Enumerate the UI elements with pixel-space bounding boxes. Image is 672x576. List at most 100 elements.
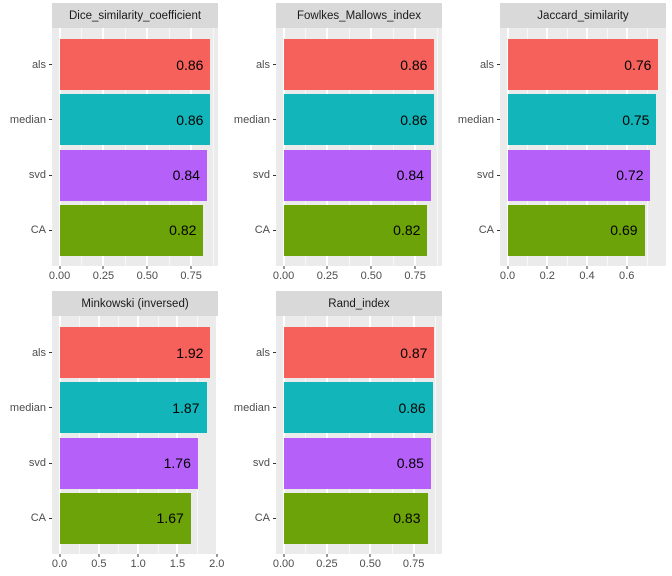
gridline-minor bbox=[79, 316, 81, 554]
gridline-major bbox=[412, 316, 415, 554]
y-label-row: median bbox=[224, 92, 276, 147]
category-label: svd bbox=[28, 457, 46, 470]
axis-tick-mark bbox=[626, 266, 628, 269]
bar-CA: 1.67 bbox=[59, 492, 191, 544]
x-tick-label: 0.00 bbox=[272, 558, 295, 570]
bar-value-label: 0.75 bbox=[622, 111, 650, 128]
bar-value-label: 0.69 bbox=[610, 222, 638, 239]
axis-tick-mark bbox=[273, 229, 276, 231]
axis-tick-mark bbox=[414, 266, 416, 269]
axis-tick-mark bbox=[216, 554, 218, 557]
gridline-minor bbox=[606, 28, 608, 266]
gridline-minor bbox=[393, 28, 395, 266]
x-tick-label: 0.0 bbox=[51, 558, 68, 570]
x-tick-label: 0.25 bbox=[316, 270, 339, 282]
y-label-row: als bbox=[224, 325, 276, 380]
x-axis: 0.0 0.2 0.4 0.6 bbox=[500, 266, 666, 286]
bars-container: 1.92 1.87 1.76 1.67 bbox=[52, 325, 218, 546]
y-axis-labels: als median svd CA bbox=[0, 28, 52, 266]
bar-value-label: 0.84 bbox=[172, 167, 200, 184]
gridline-minor bbox=[157, 316, 159, 554]
bar-row: 0.75 bbox=[500, 92, 666, 147]
x-axis: 0.0 0.5 1.0 1.5 2.0 bbox=[51, 554, 224, 574]
bar-als: 1.92 bbox=[59, 327, 211, 379]
bar-value-label: 1.92 bbox=[176, 344, 204, 361]
bar-row: 0.86 bbox=[276, 380, 442, 435]
y-label-row: als bbox=[0, 37, 52, 92]
bars-container: 0.86 0.86 0.84 0.82 bbox=[52, 37, 218, 258]
axis-tick-mark bbox=[176, 554, 178, 557]
axis-tick-mark bbox=[413, 554, 415, 557]
gridline-minor bbox=[391, 316, 393, 554]
bar-row: 0.87 bbox=[276, 325, 442, 380]
bar-median: 0.86 bbox=[283, 382, 433, 434]
bar-median: 0.86 bbox=[59, 94, 211, 146]
axis-tick-mark bbox=[49, 407, 52, 409]
gridline-minor bbox=[81, 28, 83, 266]
y-label-row: CA bbox=[224, 491, 276, 546]
gridline-minor bbox=[646, 28, 648, 266]
x-tick-label: 0.25 bbox=[92, 270, 115, 282]
gridline-minor bbox=[169, 28, 171, 266]
bar-row: 0.84 bbox=[52, 148, 218, 203]
y-label-row: als bbox=[448, 37, 500, 92]
bar-value-label: 1.87 bbox=[172, 399, 200, 416]
axis-tick-mark bbox=[59, 266, 61, 269]
facet-title-strip: Jaccard_similarity bbox=[500, 3, 666, 28]
axis-tick-mark bbox=[98, 554, 100, 557]
facet-body: als median svd CA 0.87 0.86 0.85 0.83 bbox=[224, 316, 448, 554]
bar-value-label: 0.86 bbox=[400, 111, 428, 128]
gridline-major bbox=[97, 316, 100, 554]
y-label-row: median bbox=[448, 92, 500, 147]
bar-row: 0.82 bbox=[52, 203, 218, 258]
category-label: median bbox=[9, 401, 46, 414]
gridline-minor bbox=[125, 28, 127, 266]
gridline-major bbox=[58, 28, 61, 266]
category-label: median bbox=[233, 113, 270, 126]
gridline-major bbox=[102, 28, 105, 266]
axis-tick-mark bbox=[586, 266, 588, 269]
y-label-row: svd bbox=[0, 148, 52, 203]
y-label-row: svd bbox=[0, 436, 52, 491]
bars-container: 0.86 0.86 0.84 0.82 bbox=[276, 37, 442, 258]
y-label-row: svd bbox=[224, 436, 276, 491]
axis-tick-mark bbox=[59, 554, 61, 557]
bar-row: 1.67 bbox=[52, 491, 218, 546]
bar-row: 1.92 bbox=[52, 325, 218, 380]
gridline-minor bbox=[437, 28, 439, 266]
gridline-major bbox=[215, 316, 218, 554]
bar-svd: 0.72 bbox=[507, 149, 651, 201]
gridline-major bbox=[625, 28, 628, 266]
facet-title-strip: Minkowski (inversed) bbox=[52, 291, 218, 316]
bar-als: 0.76 bbox=[507, 39, 659, 91]
axis-tick-mark bbox=[49, 174, 52, 176]
y-axis-labels: als median svd CA bbox=[0, 316, 52, 554]
x-tick-label: 0.5 bbox=[91, 558, 107, 570]
bar-row: 0.76 bbox=[500, 37, 666, 92]
axis-tick-mark bbox=[497, 119, 500, 121]
facet-cell: Minkowski (inversed) als median svd CA 1.92… bbox=[0, 288, 224, 576]
axis-tick-mark bbox=[497, 64, 500, 66]
category-label: als bbox=[255, 346, 270, 359]
bar-CA: 0.83 bbox=[283, 492, 428, 544]
x-axis: 0.00 0.25 0.50 0.75 bbox=[273, 266, 442, 286]
gridline-minor bbox=[435, 316, 437, 554]
bar-value-label: 1.76 bbox=[163, 455, 191, 472]
bar-row: 0.86 bbox=[276, 92, 442, 147]
bar-row: 0.82 bbox=[276, 203, 442, 258]
bar-value-label: 1.67 bbox=[156, 510, 184, 527]
facet-body: als median svd CA 0.76 0.75 0.72 0.69 bbox=[448, 28, 672, 266]
bar-value-label: 0.83 bbox=[393, 510, 421, 527]
bar-value-label: 0.86 bbox=[400, 56, 428, 73]
x-axis: 0.00 0.25 0.50 0.75 bbox=[272, 554, 442, 574]
plot-panel: 0.87 0.86 0.85 0.83 bbox=[276, 316, 442, 554]
facet-body: als median svd CA 0.86 0.86 0.84 0.82 bbox=[0, 28, 224, 266]
x-tick-label: 2.0 bbox=[209, 558, 225, 570]
axis-tick-mark bbox=[137, 554, 139, 557]
bar-svd: 1.76 bbox=[59, 437, 198, 489]
gridline-major bbox=[190, 28, 193, 266]
category-label: median bbox=[457, 113, 494, 126]
facet-cell: Dice_similarity_coefficient als median svd… bbox=[0, 0, 224, 288]
bar-row: 0.86 bbox=[276, 37, 442, 92]
axis-tick-mark bbox=[273, 517, 276, 519]
